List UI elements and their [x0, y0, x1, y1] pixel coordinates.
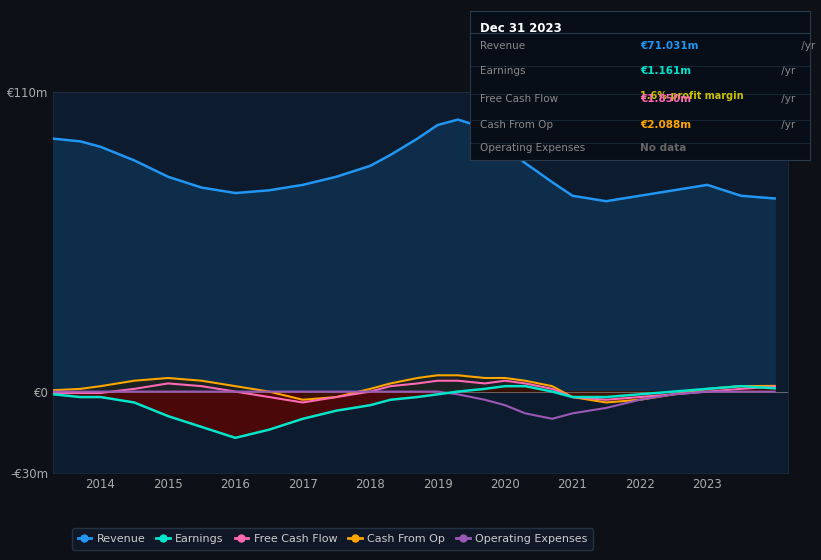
Text: Revenue: Revenue — [479, 41, 525, 51]
Text: /yr: /yr — [778, 94, 796, 104]
Text: Cash From Op: Cash From Op — [479, 119, 553, 129]
Text: /yr: /yr — [778, 66, 796, 76]
Text: Operating Expenses: Operating Expenses — [479, 143, 585, 153]
Text: /yr: /yr — [798, 41, 815, 51]
Text: Earnings: Earnings — [479, 66, 525, 76]
Text: /yr: /yr — [778, 119, 796, 129]
Text: €1.161m: €1.161m — [640, 66, 691, 76]
Text: Dec 31 2023: Dec 31 2023 — [479, 22, 562, 35]
Legend: Revenue, Earnings, Free Cash Flow, Cash From Op, Operating Expenses: Revenue, Earnings, Free Cash Flow, Cash … — [72, 528, 593, 549]
Text: 1.6% profit margin: 1.6% profit margin — [640, 91, 744, 101]
Text: €1.850m: €1.850m — [640, 94, 691, 104]
Text: Free Cash Flow: Free Cash Flow — [479, 94, 558, 104]
Text: €2.088m: €2.088m — [640, 119, 691, 129]
Text: €71.031m: €71.031m — [640, 41, 699, 51]
Text: No data: No data — [640, 143, 686, 153]
